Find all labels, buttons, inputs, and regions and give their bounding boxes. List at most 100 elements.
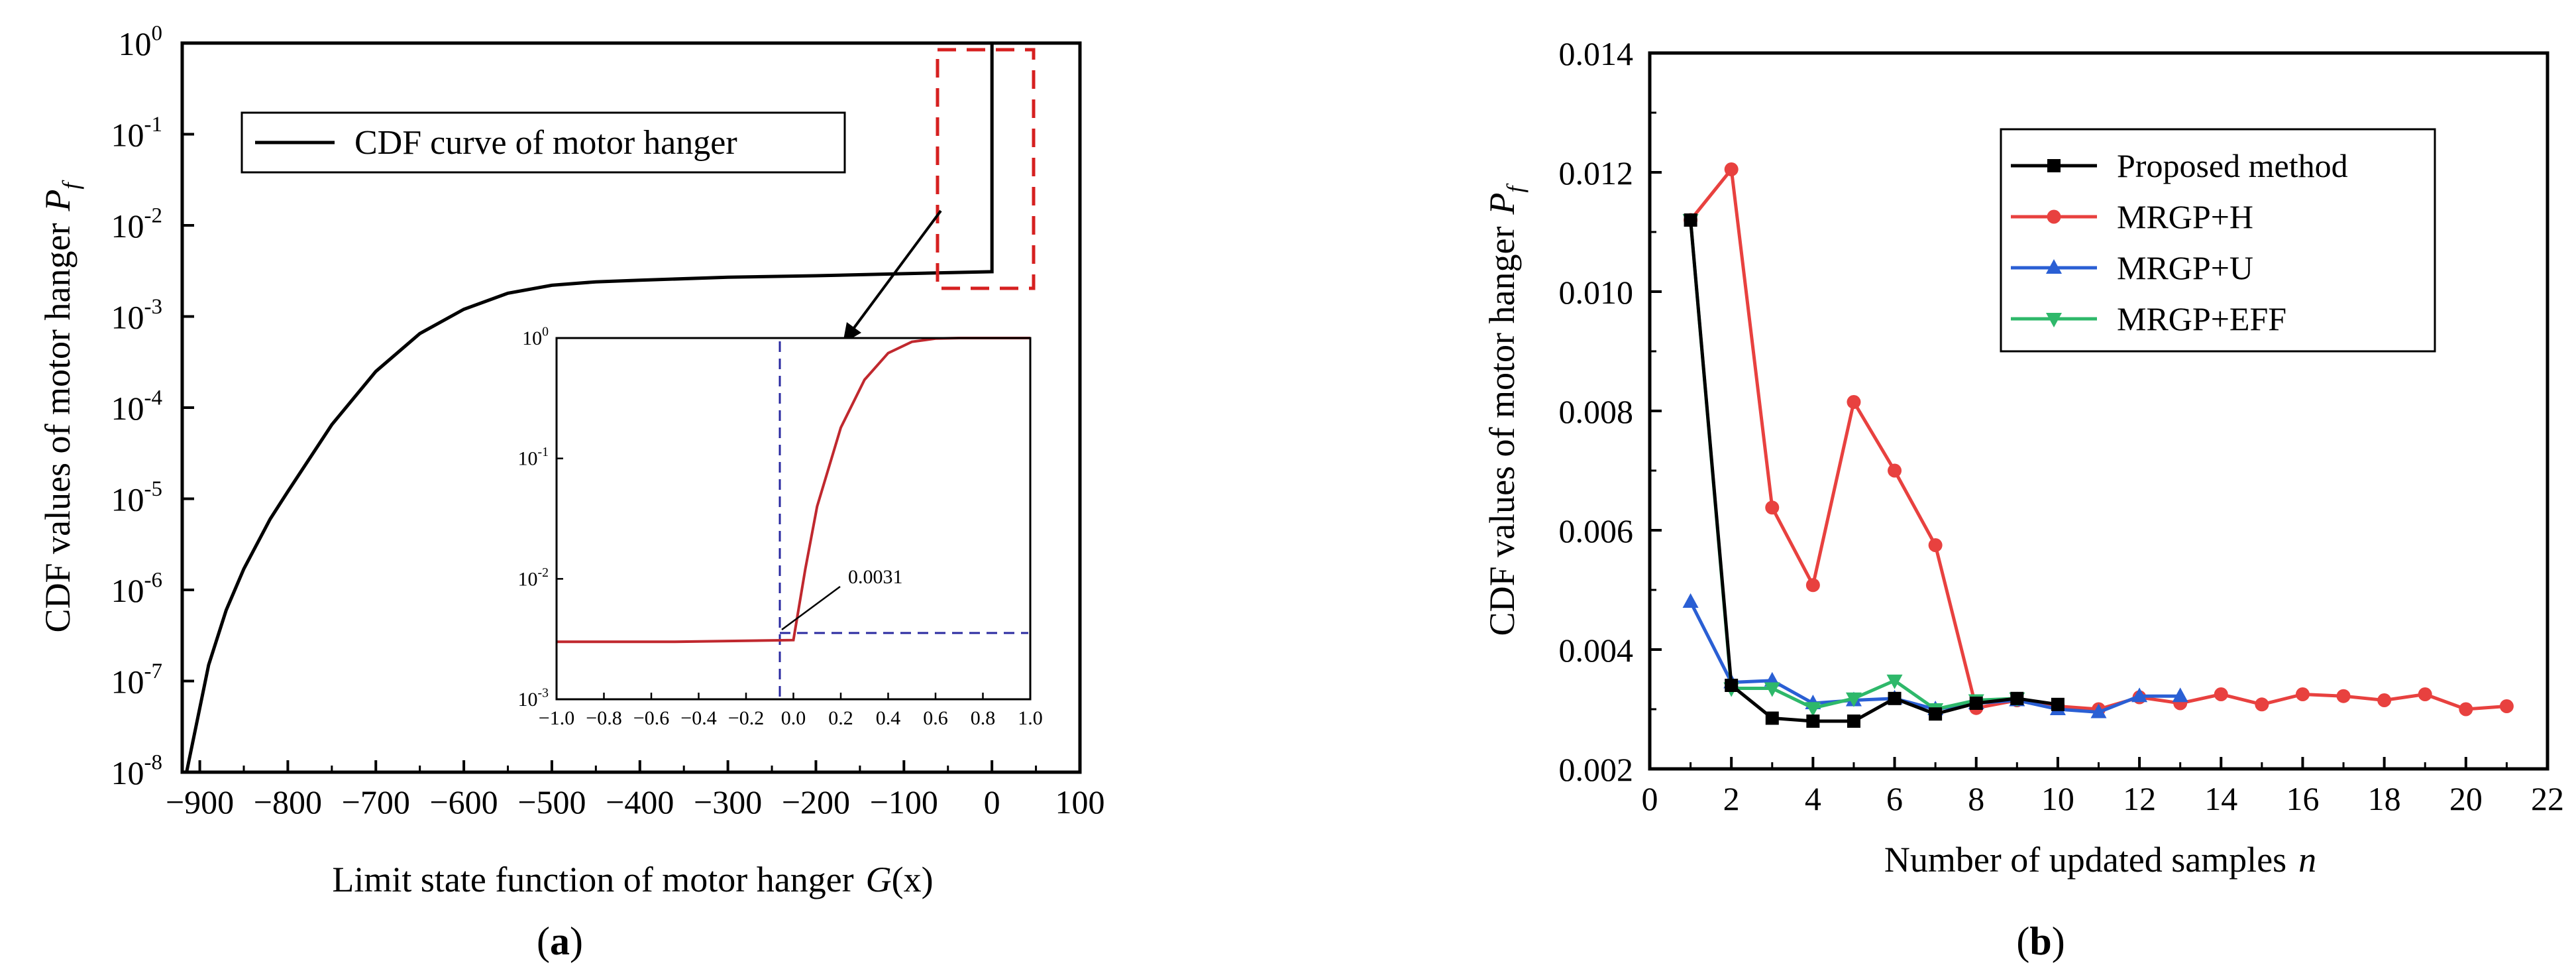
b-x-ticks: 0 2 4 6 8 10 12 14 16 18 20 22 xyxy=(1642,757,2564,817)
b-y-axis-pf-sub: f xyxy=(1502,183,1529,193)
a-panel-label: (a) xyxy=(537,919,583,963)
b-legend-marker-mrgp-h xyxy=(2047,209,2061,224)
b-point-mrgp-h xyxy=(1724,162,1739,176)
a-x-tick-label: −300 xyxy=(694,783,762,821)
a-x-axis-fn: G xyxy=(866,860,892,899)
a-y-tick-label: 100 xyxy=(119,22,163,63)
b-point-proposed-method xyxy=(1847,715,1860,728)
a-legend-box xyxy=(241,111,846,174)
a-inset-x-tick-label: −0.6 xyxy=(633,707,669,729)
b-y-axis-pf: P xyxy=(1482,193,1522,215)
b-legend-label-mrgp-h: MRGP+H xyxy=(2117,198,2253,235)
b-y-tick-label: 0.002 xyxy=(1559,751,1634,788)
b-point-mrgp-h xyxy=(2214,687,2228,701)
b-x-tick-label: 14 xyxy=(2204,780,2237,817)
a-y-ticks: 100 10-1 10-2 10-3 10-4 10-5 10-6 10-7 10-8 xyxy=(111,22,194,791)
b-point-mrgp-h xyxy=(1765,500,1780,515)
a-x-tick-label: −200 xyxy=(782,783,850,821)
a-x-axis-title-text: Limit state function of motor hanger xyxy=(332,860,853,899)
a-x-tick-label: −100 xyxy=(870,783,938,821)
b-point-mrgp-h xyxy=(2295,687,2310,701)
b-y-tick-label: 0.008 xyxy=(1559,393,1634,430)
b-point-proposed-method xyxy=(1969,697,1983,710)
b-x-tick-label: 6 xyxy=(1886,780,1903,817)
b-point-mrgp-h xyxy=(1847,395,1861,409)
a-legend: CDF curve of motor hanger xyxy=(241,111,846,174)
a-x-axis-title: Limit state function of motor hanger G(x) xyxy=(332,860,933,899)
b-point-proposed-method xyxy=(1684,213,1697,227)
b-point-mrgp-u xyxy=(2131,687,2148,703)
a-y-tick-label: 10-2 xyxy=(111,204,163,245)
b-point-proposed-method xyxy=(1806,715,1820,728)
b-point-mrgp-eff xyxy=(1845,692,1862,707)
b-point-mrgp-u xyxy=(2090,703,2107,718)
a-inset-chart: −1.0 −0.8 −0.6 −0.4 −0.2 0.0 0.2 0.4 0.6 0.8 1.0 1… xyxy=(518,325,1043,730)
b-legend-marker-mrgp-eff xyxy=(2046,313,2062,327)
b-series xyxy=(1682,162,2514,728)
a-inset-x-tick-label: −1.0 xyxy=(539,707,574,729)
a-inset-x-tick-label: 0.8 xyxy=(971,707,996,729)
b-y-tick-label: 0.004 xyxy=(1559,632,1634,669)
a-inset-annot-line xyxy=(781,585,841,631)
a-inset-y-tick-label: 10-3 xyxy=(518,686,549,711)
b-line-mrgp-eff xyxy=(1689,219,2017,711)
a-zoom-arrow xyxy=(850,209,942,333)
a-x-tick-label: −800 xyxy=(254,783,322,821)
b-point-mrgp-h xyxy=(1888,463,1902,478)
a-y-axis-title-text: CDF values of motor hanger xyxy=(38,223,78,633)
b-x-axis-title-text: Number of updated samples xyxy=(1884,840,2286,880)
b-point-mrgp-eff xyxy=(1764,682,1780,697)
b-x-tick-label: 16 xyxy=(2286,780,2319,817)
b-point-mrgp-h xyxy=(1928,538,1943,552)
b-x-tick-label: 12 xyxy=(2123,780,2156,817)
a-inset-bg xyxy=(557,338,1030,699)
a-y-tick-label: 10-7 xyxy=(111,660,163,701)
a-inset-x-tick-label: 0.4 xyxy=(876,707,901,729)
a-x-tick-label: −600 xyxy=(429,783,498,821)
panel-b: 0 2 4 6 8 10 12 14 16 18 20 22 0.002 0.004 0.006 0.008… xyxy=(1482,35,2564,963)
b-point-proposed-method xyxy=(1929,707,1943,721)
b-x-tick-label: 2 xyxy=(1723,780,1740,817)
b-point-proposed-method xyxy=(1765,711,1779,725)
b-y-tick-label: 0.006 xyxy=(1559,512,1634,549)
b-y-tick-label: 0.014 xyxy=(1559,35,1634,72)
a-x-tick-label: −400 xyxy=(606,783,674,821)
b-x-tick-label: 18 xyxy=(2368,780,2401,817)
a-inset-x-tick-label: 0.6 xyxy=(923,707,948,729)
b-point-proposed-method xyxy=(1888,691,1902,705)
b-x-tick-label: 4 xyxy=(1805,780,1821,817)
b-point-mrgp-u xyxy=(2172,687,2188,703)
b-legend-marker-proposed-method xyxy=(2047,159,2061,172)
a-inset-y-ticks: 100 10-1 10-2 10-3 xyxy=(518,325,563,711)
a-y-axis-pf-sub: f xyxy=(58,180,84,190)
a-legend-label: CDF curve of motor hanger xyxy=(354,124,737,162)
a-y-tick-label: 10-3 xyxy=(111,295,163,336)
a-x-tick-label: −900 xyxy=(166,783,234,821)
a-inset-x-tick-label: 1.0 xyxy=(1018,707,1043,729)
b-x-tick-label: 0 xyxy=(1642,780,1658,817)
b-x-tick-label: 8 xyxy=(1968,780,1984,817)
a-inset-x-tick-label: 0.0 xyxy=(781,707,806,729)
a-x-tick-label: −700 xyxy=(342,783,410,821)
a-y-tick-label: 10-1 xyxy=(111,113,163,154)
panel-a: −900 −800 −700 −600 −500 −400 −300 −200 −100 0 100… xyxy=(38,22,1105,964)
b-x-tick-label: 22 xyxy=(2531,780,2564,817)
b-point-proposed-method xyxy=(2010,691,2024,705)
b-y-ticks: 0.002 0.004 0.006 0.008 0.010 0.012 0.014 xyxy=(1559,35,1662,788)
b-point-mrgp-eff xyxy=(1886,674,1903,689)
b-y-tick-label: 0.012 xyxy=(1559,154,1634,192)
b-x-tick-label: 20 xyxy=(2449,780,2483,817)
b-point-mrgp-h xyxy=(1805,578,1820,593)
b-series-proposed-method xyxy=(1684,213,2065,728)
a-inset-y-tick-label: 100 xyxy=(522,325,549,350)
b-legend-marker-mrgp-u xyxy=(2046,259,2062,274)
a-inset-y-tick-label: 10-1 xyxy=(518,445,549,470)
a-cdf-curve xyxy=(185,43,994,773)
a-inset-x-tick-label: 0.2 xyxy=(828,707,853,729)
b-x-tick-label: 10 xyxy=(2041,780,2074,817)
b-point-mrgp-h xyxy=(2255,697,2269,712)
b-point-mrgp-h xyxy=(2499,699,2514,713)
a-inset-x-ticks: −1.0 −0.8 −0.6 −0.4 −0.2 0.0 0.2 0.4 0.6 0.8 1.0 xyxy=(539,693,1043,729)
b-x-axis-var: n xyxy=(2298,840,2316,880)
